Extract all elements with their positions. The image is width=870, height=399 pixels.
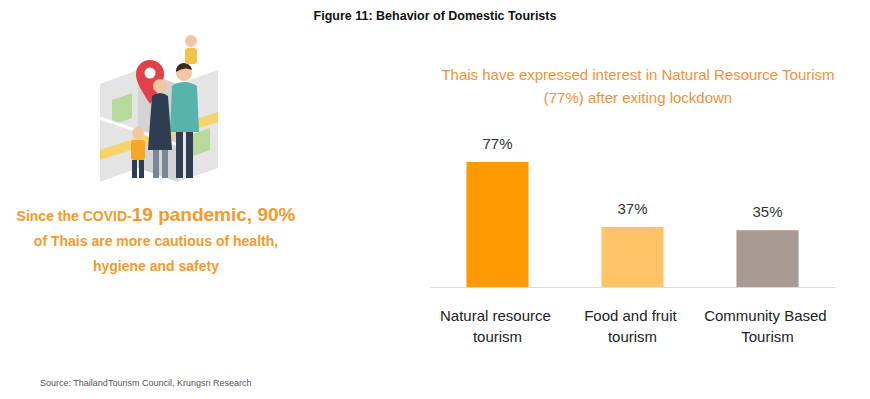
person-body (148, 93, 172, 150)
x-tick-label: Food and fruit tourism (584, 307, 681, 345)
x-tick: Natural resource tourism (440, 287, 555, 345)
x-tick-label-line: Tourism (741, 328, 794, 345)
x-axis: Natural resource tourismFood and fruit t… (431, 287, 836, 345)
bar (466, 162, 528, 287)
child-head (185, 35, 197, 47)
child-head (132, 127, 144, 139)
person-legs (176, 128, 183, 178)
x-tick-label: Natural resource tourism (440, 307, 555, 345)
callout-part: Since the COVID- (17, 208, 132, 224)
x-tick-label: Community Based Tourism (704, 307, 831, 345)
x-tick-label-line: tourism (473, 328, 522, 345)
chart-subtitle: Thais have expressed interest in Natural… (426, 63, 850, 109)
data-labels: 77% 37% 35% (482, 135, 782, 220)
person-hair (176, 63, 192, 72)
callout-part: of Thais are more cautious of health, hy… (34, 233, 278, 274)
person-legs (162, 150, 168, 178)
x-tick-label-line: Food and fruit (584, 307, 681, 324)
bar (601, 227, 663, 287)
x-tick-label-line: Natural resource (440, 307, 555, 324)
data-label: 37% (617, 200, 647, 217)
bars (466, 162, 798, 287)
callout-text: Since the COVID-19 pandemic, 90% of Thai… (14, 202, 298, 279)
x-tick: Food and fruit tourism (584, 287, 681, 345)
data-label: 35% (752, 203, 782, 220)
child-legs (139, 160, 144, 178)
figure-title: Figure 11: Behavior of Domestic Tourists (314, 9, 557, 23)
callout-highlight: 19 pandemic, 90% (132, 204, 296, 225)
x-tick-label-line: tourism (608, 328, 657, 345)
child-legs (132, 160, 137, 178)
x-axis-line (431, 287, 836, 288)
map-park (112, 93, 132, 125)
x-tick: Community Based Tourism (704, 287, 831, 345)
child-body (131, 140, 145, 160)
map-pin-hole (145, 68, 156, 79)
data-label: 77% (482, 135, 512, 152)
person-legs (153, 150, 159, 178)
child-body (185, 48, 197, 64)
chart-svg: Figure 11: Behavior of Domestic Tourists… (0, 0, 870, 399)
person-body (170, 82, 199, 132)
figure: Figure 11: Behavior of Domestic Tourists… (0, 0, 870, 399)
illustration (100, 35, 218, 182)
x-tick-label-line: Community Based (704, 307, 831, 324)
person-legs (186, 128, 193, 178)
person-head (153, 79, 167, 93)
source-note: Source: ThailandTourism Council, Krungsr… (40, 378, 251, 388)
bar (736, 230, 798, 287)
